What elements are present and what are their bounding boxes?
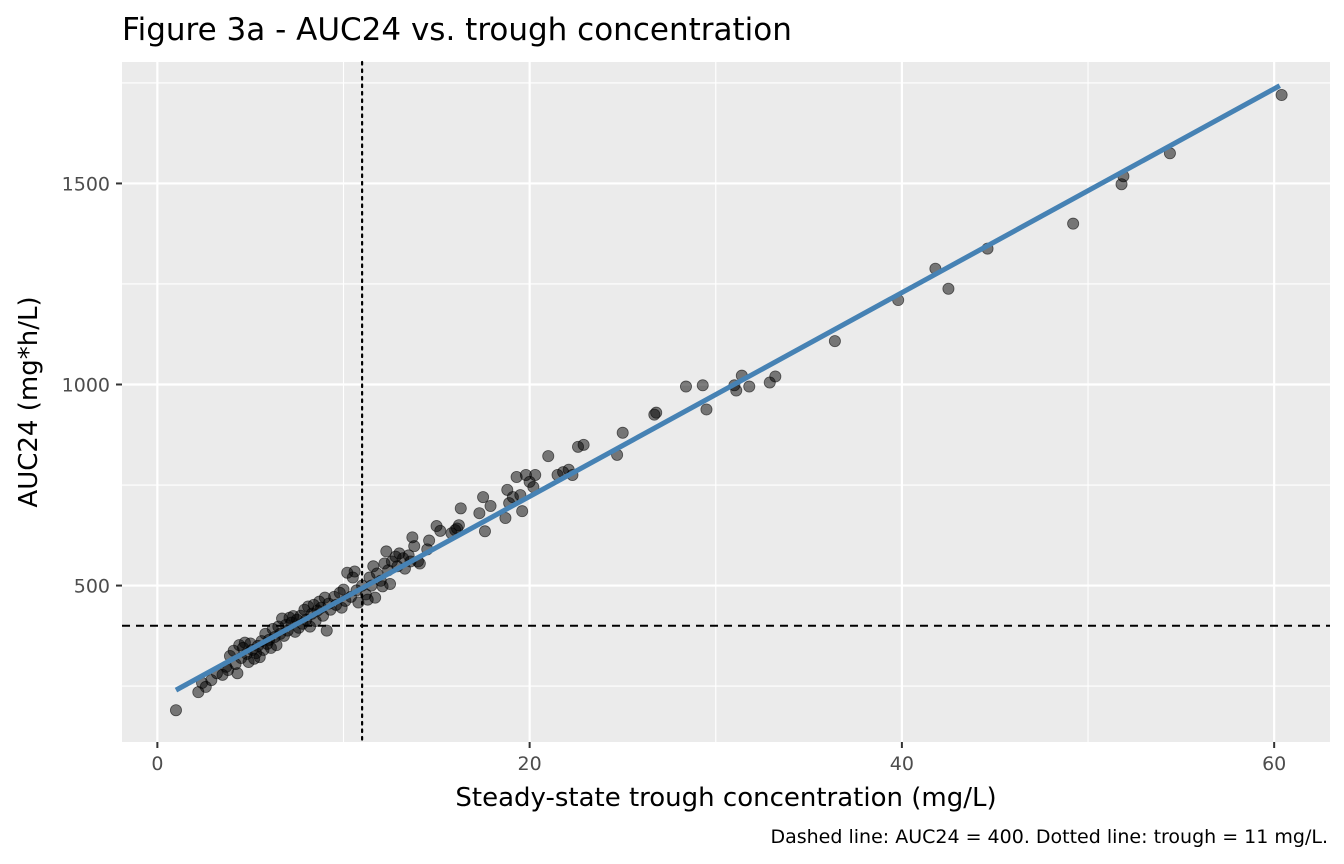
chart-caption: Dashed line: AUC24 = 400. Dotted line: t… [770, 826, 1328, 848]
data-point [828, 335, 841, 348]
y-tick-label: 500 [74, 576, 110, 598]
major-grid [122, 62, 1330, 742]
y-axis-ticks: 500 1000 1500 [62, 173, 122, 598]
y-axis-title: AUC24 (mg*h/L) [14, 296, 44, 507]
data-point [743, 380, 756, 393]
y-tick-label: 1000 [62, 375, 110, 397]
data-point [270, 639, 283, 652]
data-point [529, 468, 542, 481]
data-point [484, 499, 497, 512]
data-point [380, 545, 393, 558]
data-point [700, 403, 713, 416]
data-point [384, 577, 397, 590]
y-tick-label: 1500 [62, 173, 110, 195]
x-tick-label: 60 [1262, 753, 1286, 775]
data-point [1275, 88, 1288, 101]
data-point [650, 406, 663, 419]
data-point [231, 667, 244, 680]
data-point [408, 540, 421, 553]
data-point [454, 502, 467, 515]
data-point [616, 426, 629, 439]
x-axis-title: Steady-state trough concentration (mg/L) [455, 783, 996, 813]
data-point [169, 704, 182, 717]
data-point [473, 507, 486, 520]
data-point [1067, 217, 1080, 230]
data-point [478, 525, 491, 538]
data-point [477, 491, 490, 504]
data-point [320, 624, 333, 637]
data-point [369, 591, 382, 604]
data-point [516, 505, 529, 518]
x-tick-label: 0 [151, 753, 163, 775]
data-point [542, 450, 555, 463]
minor-grid [122, 62, 1330, 742]
x-tick-label: 40 [890, 753, 914, 775]
data-point [769, 370, 782, 383]
data-point [577, 438, 590, 451]
chart-title: Figure 3a - AUC24 vs. trough concentrati… [122, 12, 792, 48]
fit-line-layer [174, 83, 1281, 693]
data-point [452, 519, 465, 532]
fit-line [174, 83, 1281, 693]
data-point [348, 565, 361, 578]
x-tick-label: 20 [518, 753, 542, 775]
x-axis-ticks: 0 20 40 60 [151, 742, 1286, 775]
plot-panel [122, 62, 1330, 742]
data-point [423, 534, 436, 547]
data-point [942, 282, 955, 295]
data-point [696, 379, 709, 392]
data-point [434, 524, 447, 537]
data-point [679, 380, 692, 393]
